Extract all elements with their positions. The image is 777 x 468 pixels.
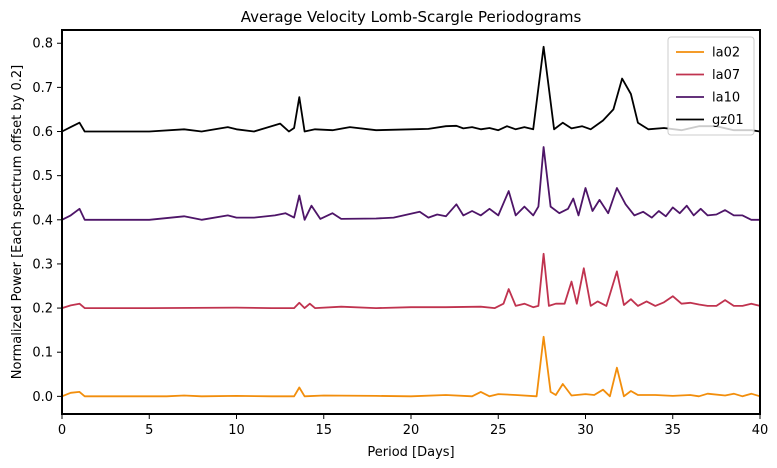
- plot-frame: [61, 29, 761, 415]
- y-tick-label: 0.8: [32, 37, 53, 52]
- y-tick-label: 0.5: [32, 169, 53, 184]
- legend: la02 la07 la10 gz01: [667, 36, 755, 136]
- x-tick-label: 10: [228, 423, 245, 438]
- y-tick-label: 0.4: [32, 213, 53, 228]
- y-tick-label: 0.2: [32, 302, 53, 317]
- series-line-gz01: [61, 45, 761, 133]
- y-tick-label: 0.1: [32, 346, 53, 361]
- plot-area: [61, 45, 761, 398]
- x-tick-label: 5: [145, 423, 153, 438]
- legend-box: [667, 36, 755, 136]
- x-tick-label: 25: [490, 423, 507, 438]
- x-tick-label: 40: [752, 423, 769, 438]
- y-axis: 0.0 0.1 0.2 0.3 0.4 0.5 0.6 0.7 0.8: [32, 37, 62, 405]
- y-tick-label: 0.6: [32, 125, 53, 140]
- x-tick-label: 30: [577, 423, 594, 438]
- y-axis-label: Normalized Power [Each spectrum offset b…: [10, 65, 25, 379]
- series-line-la02: [61, 335, 761, 398]
- chart-title: Average Velocity Lomb-Scargle Periodogra…: [241, 8, 582, 26]
- x-tick-label: 35: [664, 423, 681, 438]
- series-line-la07: [61, 252, 761, 309]
- y-tick-label: 0.0: [32, 390, 53, 405]
- legend-label-la07: la07: [712, 68, 740, 83]
- x-tick-label: 15: [315, 423, 332, 438]
- y-tick-label: 0.3: [32, 257, 53, 272]
- x-tick-label: 0: [58, 423, 66, 438]
- series-line-la10: [61, 146, 760, 221]
- x-axis: 0 5 10 15 20 25 30 35 40: [58, 414, 768, 438]
- x-tick-label: 20: [403, 423, 420, 438]
- y-tick-label: 0.7: [32, 81, 53, 96]
- legend-label-la02: la02: [712, 46, 740, 61]
- legend-label-gz01: gz01: [712, 113, 744, 128]
- x-axis-label: Period [Days]: [367, 445, 454, 460]
- legend-label-la10: la10: [712, 91, 740, 106]
